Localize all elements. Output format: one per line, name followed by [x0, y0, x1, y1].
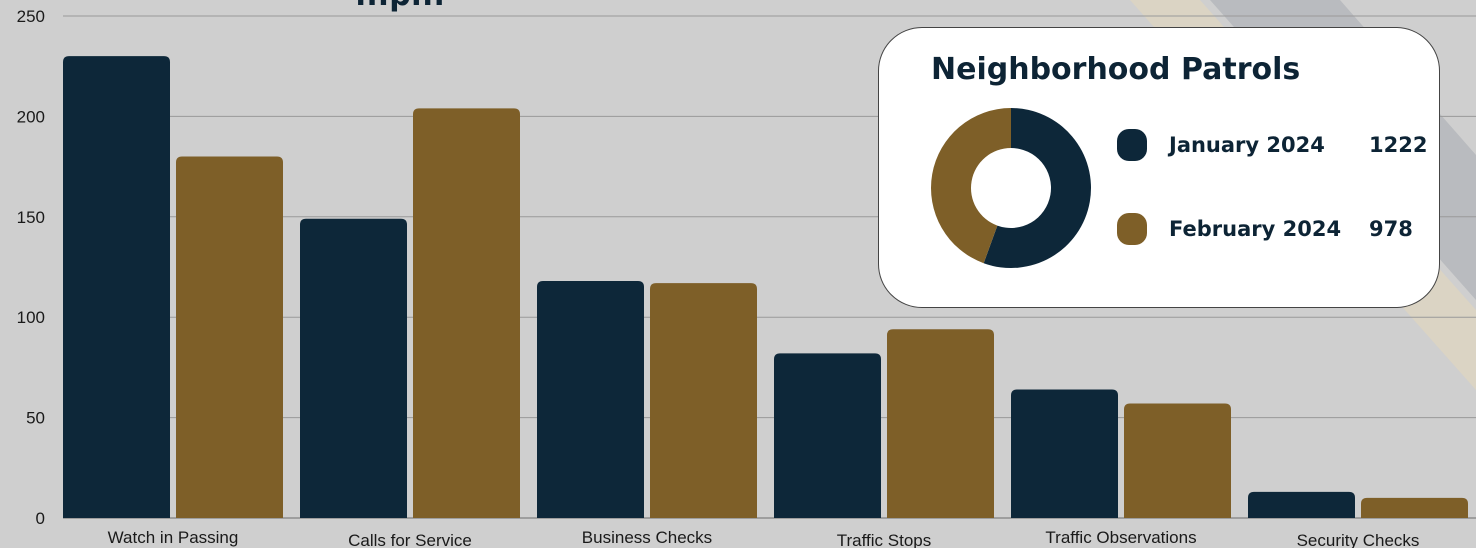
legend-swatch-february: [1117, 213, 1147, 245]
legend-label-february: February 2024: [1169, 217, 1342, 241]
legend-value-january: 1222: [1369, 133, 1428, 157]
y-tick-label: 50: [26, 409, 45, 428]
donut-slice-january: [983, 108, 1091, 268]
y-tick-label: 200: [17, 107, 45, 126]
bar-january: [300, 218, 407, 519]
card-title: Neighborhood Patrols: [931, 52, 1301, 87]
bars: [63, 56, 1468, 519]
x-category-label: Calls for Service: [348, 531, 472, 548]
bar-january: [537, 281, 644, 518]
bar-january: [774, 353, 881, 518]
x-category-label: Traffic Stops: [837, 531, 931, 548]
bar-february: [1124, 403, 1231, 518]
bar-january: [1248, 491, 1355, 518]
x-category-label: Traffic Observations: [1045, 528, 1196, 547]
donut-slice-february: [931, 108, 1011, 264]
legend-swatch-january: [1117, 129, 1147, 161]
bar-january: [1011, 389, 1118, 518]
legend-item-february: February 2024 978: [1117, 213, 1437, 245]
x-category-label: Business Checks: [582, 528, 712, 547]
bar-february: [887, 329, 994, 518]
bar-february: [176, 156, 283, 518]
donut-chart: [931, 108, 1091, 268]
chart-title-partial: ...p...: [355, 0, 445, 13]
x-category-label: Security Checks: [1297, 531, 1420, 548]
legend-item-january: January 2024 1222: [1117, 129, 1437, 161]
neighborhood-patrols-card: Neighborhood Patrols January 2024 1222 F…: [878, 27, 1440, 308]
legend-value-february: 978: [1369, 217, 1413, 241]
y-axis: 0 50 100 150 200 250: [17, 7, 45, 528]
legend-label-january: January 2024: [1169, 133, 1325, 157]
gridlines: [63, 15, 1476, 519]
bar-february: [413, 108, 520, 519]
y-tick-label: 150: [17, 208, 45, 227]
bar-february: [650, 283, 757, 518]
x-axis: Watch in Passing Calls for Service Busines…: [108, 528, 1420, 548]
y-tick-label: 250: [17, 7, 45, 26]
bar-february: [1361, 497, 1468, 518]
x-category-label: Watch in Passing: [108, 528, 239, 547]
y-tick-label: 0: [36, 509, 45, 528]
y-tick-label: 100: [17, 308, 45, 327]
bar-january: [63, 56, 170, 518]
